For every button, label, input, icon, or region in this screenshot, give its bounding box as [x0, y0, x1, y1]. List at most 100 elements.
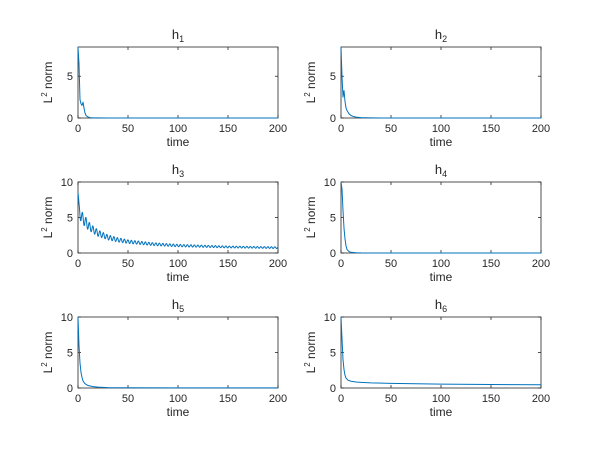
ylabel-superscript: 2 — [303, 362, 312, 367]
axes-box — [340, 316, 542, 389]
title-subscript: 5 — [179, 304, 184, 314]
y-tick-label: 0 — [67, 248, 73, 260]
title-base: h — [172, 297, 179, 312]
series-line-h1 — [77, 46, 278, 119]
subplot-h6: 0 50 100 150 200 0 5 10 h6 time L2 norm — [303, 297, 550, 419]
title-subscript: 1 — [179, 34, 184, 44]
subplot-title: h1 — [172, 27, 184, 44]
ylabel-superscript: 2 — [303, 92, 312, 97]
axes-box — [77, 46, 279, 119]
x-tick-label: 0 — [338, 258, 344, 270]
x-tick-label: 100 — [432, 393, 450, 405]
y-tick-label: 5 — [330, 71, 336, 83]
series-line-h4 — [340, 181, 541, 254]
subplot-h4: 0 50 100 150 200 0 5 10 h4 time L2 norm — [303, 162, 550, 284]
x-tick-label: 100 — [432, 123, 450, 135]
ylabel-rest: norm — [304, 62, 318, 93]
axes-box — [77, 181, 279, 254]
series-line-h3 — [77, 192, 279, 250]
x-tick-label: 200 — [269, 258, 287, 270]
x-tick-label: 200 — [532, 393, 550, 405]
ylabel-base: L — [41, 96, 55, 103]
subplot-h3: 0 50 100 150 200 0 5 10 h3 time L2 norm — [40, 162, 287, 284]
y-tick-label: 10 — [324, 312, 336, 324]
subplot-title: h6 — [435, 297, 447, 314]
x-tick-label: 0 — [338, 123, 344, 135]
x-axis-label: time — [430, 405, 453, 419]
ylabel-base: L — [304, 366, 318, 373]
y-tick-label: 0 — [330, 248, 336, 260]
x-axis-label: time — [167, 405, 190, 419]
x-tick-label: 150 — [482, 393, 500, 405]
x-axis-label: time — [167, 135, 190, 149]
title-base: h — [435, 297, 442, 312]
axes-box — [77, 316, 279, 389]
subplot-h1: 0 50 100 150 200 0 5 h1 time L2 norm — [40, 27, 287, 149]
y-tick-label: 0 — [67, 383, 73, 395]
y-axis-label: L2 norm — [40, 62, 55, 104]
ylabel-base: L — [41, 231, 55, 238]
title-base: h — [172, 27, 179, 42]
x-tick-label: 150 — [219, 393, 237, 405]
x-tick-label: 150 — [482, 123, 500, 135]
ylabel-base: L — [41, 366, 55, 373]
subplot-title: h2 — [435, 27, 447, 44]
y-tick-label: 5 — [67, 71, 73, 83]
x-tick-label: 50 — [122, 123, 134, 135]
ylabel-rest: norm — [304, 197, 318, 228]
ylabel-rest: norm — [41, 62, 55, 93]
x-tick-label: 50 — [122, 393, 134, 405]
y-tick-label: 0 — [330, 383, 336, 395]
title-base: h — [435, 27, 442, 42]
x-axis-label: time — [167, 270, 190, 284]
y-tick-label: 0 — [67, 113, 73, 125]
y-tick-label: 5 — [67, 348, 73, 360]
x-tick-label: 200 — [269, 393, 287, 405]
x-tick-label: 150 — [482, 258, 500, 270]
x-tick-label: 50 — [385, 393, 397, 405]
title-subscript: 4 — [442, 169, 447, 179]
ylabel-rest: norm — [41, 332, 55, 363]
x-tick-label: 200 — [269, 123, 287, 135]
subplot-title: h5 — [172, 297, 184, 314]
ylabel-superscript: 2 — [40, 227, 49, 232]
x-tick-label: 100 — [169, 258, 187, 270]
x-axis-label: time — [430, 135, 453, 149]
title-base: h — [435, 162, 442, 177]
x-tick-label: 50 — [122, 258, 134, 270]
series-line-h5 — [77, 316, 278, 389]
y-axis-label: L2 norm — [303, 197, 318, 239]
ylabel-superscript: 2 — [40, 362, 49, 367]
y-axis-label: L2 norm — [303, 332, 318, 374]
ylabel-base: L — [304, 231, 318, 238]
y-axis-label: L2 norm — [40, 197, 55, 239]
y-tick-label: 10 — [324, 177, 336, 189]
x-tick-label: 0 — [338, 393, 344, 405]
x-tick-label: 100 — [432, 258, 450, 270]
x-tick-label: 100 — [169, 393, 187, 405]
x-tick-label: 150 — [219, 258, 237, 270]
x-tick-label: 50 — [385, 258, 397, 270]
title-subscript: 3 — [179, 169, 184, 179]
ylabel-superscript: 2 — [40, 92, 49, 97]
y-tick-label: 10 — [61, 177, 73, 189]
x-axis-label: time — [430, 270, 453, 284]
series-line-h2 — [340, 46, 541, 119]
y-tick-label: 5 — [330, 213, 336, 225]
axes-box — [340, 181, 542, 254]
subplot-title: h3 — [172, 162, 184, 179]
y-axis-label: L2 norm — [303, 62, 318, 104]
subplot-title: h4 — [435, 162, 447, 179]
y-tick-label: 10 — [61, 312, 73, 324]
x-tick-label: 100 — [169, 123, 187, 135]
title-base: h — [172, 162, 179, 177]
x-tick-label: 0 — [75, 393, 81, 405]
ylabel-base: L — [304, 96, 318, 103]
x-tick-label: 50 — [385, 123, 397, 135]
x-tick-label: 200 — [532, 123, 550, 135]
x-tick-label: 200 — [532, 258, 550, 270]
ylabel-superscript: 2 — [303, 227, 312, 232]
